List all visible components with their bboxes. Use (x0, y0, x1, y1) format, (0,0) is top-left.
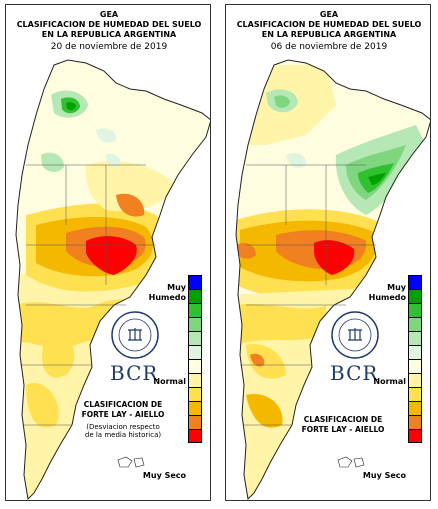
scale-swatch (408, 317, 422, 331)
scale-swatch (408, 359, 422, 373)
scale-swatch (188, 415, 202, 429)
classification-line2: FORTE LAY - AIELLO (301, 425, 385, 434)
header-title-line1: CLASIFICACION DE HUMEDAD DEL SUELO (16, 20, 202, 29)
header-date: 06 de noviembre de 2019 (270, 42, 388, 52)
scale-swatch (188, 373, 202, 387)
bcr-seal-icon (331, 311, 379, 359)
scale-swatch (188, 331, 202, 345)
scale-swatch (408, 303, 422, 317)
header-date: 20 de noviembre de 2019 (50, 42, 168, 52)
scale-swatch (408, 415, 422, 429)
classification-line1: CLASIFICACION DE (83, 400, 163, 409)
scale-swatch (408, 289, 422, 303)
scale-label-bottom: Muy Seco (142, 471, 186, 480)
scale-swatch (188, 359, 202, 373)
malvinas-islands (117, 456, 145, 468)
scale-swatch (188, 345, 202, 359)
scale-swatch (188, 387, 202, 401)
scale-swatch (408, 401, 422, 415)
scale-swatch (408, 373, 422, 387)
note-line2: de la media historica) (84, 431, 162, 439)
bcr-logo: BCR (330, 361, 379, 385)
note-line1: (Desviacion respecto (86, 423, 160, 431)
classification-credit: CLASIFICACION DE FORTE LAY - AIELLO (288, 415, 398, 435)
scale-swatch (408, 275, 422, 289)
scale-swatch (188, 275, 202, 289)
bcr-seal-icon (111, 311, 159, 359)
header-title-line1: CLASIFICACION DE HUMEDAD DEL SUELO (236, 20, 422, 29)
moisture-scale-legend (188, 275, 202, 443)
bcr-logo: BCR (110, 361, 159, 385)
scale-label-top: Muy Humedo (148, 283, 186, 302)
scale-swatch (408, 345, 422, 359)
map-panel-left: GEA CLASIFICACION DE HUMEDAD DEL SUELO E… (5, 4, 211, 501)
scale-label-top: Muy Humedo (368, 283, 406, 302)
scale-swatch (188, 289, 202, 303)
header-org: GEA (99, 10, 119, 19)
scale-swatch (188, 317, 202, 331)
header-title-line2: EN LA REPUBLICA ARGENTINA (41, 30, 177, 39)
classification-line2: FORTE LAY - AIELLO (81, 410, 165, 419)
map-panel-right: GEA CLASIFICACION DE HUMEDAD DEL SUELO E… (225, 4, 431, 501)
scale-swatch (408, 331, 422, 345)
scale-label-mid: Normal (373, 377, 406, 386)
malvinas-islands (337, 456, 365, 468)
scale-label-bottom: Muy Seco (362, 471, 406, 480)
scale-swatch (408, 429, 422, 443)
scale-label-mid: Normal (153, 377, 186, 386)
argentina-moisture-map (15, 59, 210, 500)
scale-swatch (408, 387, 422, 401)
classification-credit: CLASIFICACION DE FORTE LAY - AIELLO (Des… (68, 400, 178, 439)
argentina-moisture-map (235, 59, 430, 500)
moisture-scale-legend (408, 275, 422, 443)
scale-swatch (188, 429, 202, 443)
scale-swatch (188, 303, 202, 317)
classification-line1: CLASIFICACION DE (303, 415, 383, 424)
header-title-line2: EN LA REPUBLICA ARGENTINA (261, 30, 397, 39)
scale-swatch (188, 401, 202, 415)
header-org: GEA (319, 10, 339, 19)
